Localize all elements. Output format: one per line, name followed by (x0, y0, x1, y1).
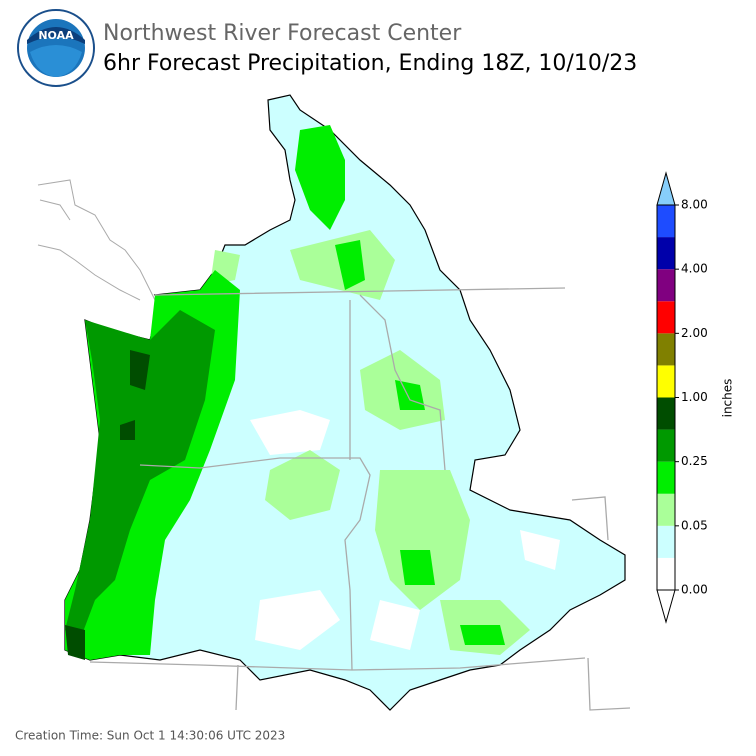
colorbar-tick-label: 2.00 (681, 326, 708, 340)
colorbar-tick-label: 0.25 (681, 454, 708, 468)
dark-green-area (65, 350, 150, 660)
colorbar-tick-label: 4.00 (681, 262, 708, 276)
title: Northwest River Forecast Center (103, 21, 462, 46)
legend-label: inches (721, 379, 735, 418)
colorbar-tick-label: 8.00 (681, 198, 708, 212)
state-line (89, 287, 631, 711)
colorbar-box (657, 333, 675, 366)
subtitle: 6hr Forecast Precipitation, Ending 18Z, … (103, 51, 637, 76)
colorbar-box (657, 461, 675, 494)
colorbar-box (657, 525, 675, 558)
puget-sound-coast (37, 179, 156, 301)
colorbar-box (657, 205, 675, 238)
colorbar-box (657, 493, 675, 526)
colorbar-box (657, 429, 675, 462)
colorbar-box (657, 269, 675, 302)
white-patch (250, 410, 560, 650)
colorbar-tick-label: 0.00 (681, 583, 708, 597)
colorbar-tick-label: 1.00 (681, 390, 708, 404)
colorbar-box (657, 397, 675, 430)
colorbar-over (656, 171, 676, 206)
colorbar-box (657, 557, 675, 590)
colorbar-tick-label: 0.05 (681, 518, 708, 532)
colorbar-box (657, 301, 675, 334)
colorbar-box (657, 365, 675, 398)
colorbar-box (657, 237, 675, 270)
colorbar-under (656, 589, 676, 624)
map (37, 94, 631, 711)
green-area (65, 310, 215, 640)
light-green-area (210, 230, 530, 655)
creation-time: Creation Time: Sun Oct 1 14:30:06 UTC 20… (15, 729, 285, 743)
noaa-logo: NOAA (17, 9, 95, 87)
logo-text: NOAA (38, 29, 74, 42)
